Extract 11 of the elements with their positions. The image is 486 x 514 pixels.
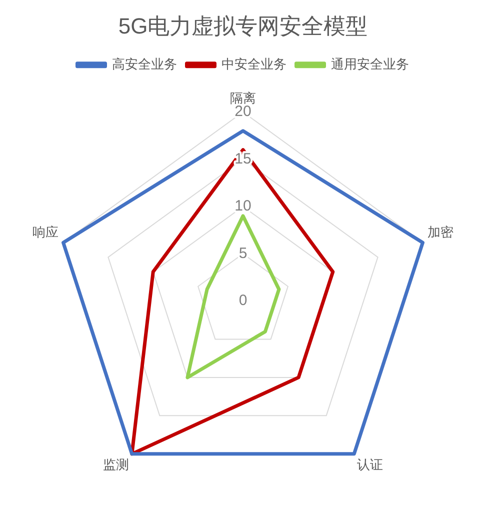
spoke-label: 响应 bbox=[32, 224, 58, 241]
legend-label: 高安全业务 bbox=[112, 56, 177, 72]
legend-label: 通用安全业务 bbox=[330, 56, 409, 72]
y-tick-label: 5 bbox=[238, 244, 248, 262]
spoke-label: 加密 bbox=[428, 226, 454, 241]
y-tick-label: 0 bbox=[238, 292, 248, 310]
legend-label: 中安全业务 bbox=[221, 56, 286, 72]
spoke-label: 监测 bbox=[102, 458, 129, 474]
spoke-label: 认证 bbox=[357, 458, 384, 474]
y-tick-label: 10 bbox=[234, 198, 252, 215]
chart-title: 5G电力虚拟专网安全模型 bbox=[118, 13, 368, 38]
